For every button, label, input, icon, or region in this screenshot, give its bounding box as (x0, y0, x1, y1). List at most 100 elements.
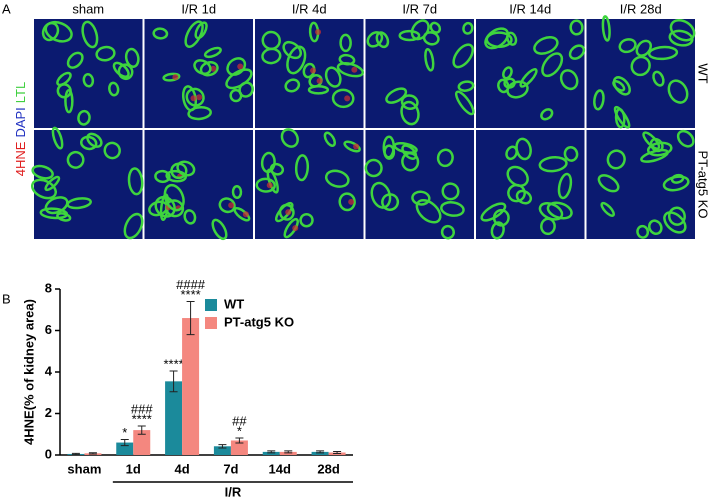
tubule (462, 21, 474, 35)
micrograph (476, 19, 585, 128)
stain-name: DAPI (13, 107, 28, 137)
hne-spot (196, 94, 203, 101)
x-tick-label: 7d (223, 461, 238, 476)
tubule (324, 66, 342, 88)
row-label: WT (696, 63, 708, 83)
tubule (51, 126, 64, 150)
tubule (635, 39, 653, 57)
tubule (636, 224, 650, 239)
tubule (668, 29, 694, 47)
tubule (503, 77, 516, 89)
tubule (600, 201, 615, 217)
bar (279, 451, 297, 455)
tubule (194, 21, 208, 40)
tubule (618, 38, 637, 54)
tubule (440, 224, 455, 240)
tubule (154, 169, 171, 184)
legend-swatch (205, 317, 217, 329)
tubule (339, 33, 352, 53)
row-label: PT-atg5 KO (696, 151, 708, 219)
tubule (652, 70, 665, 87)
tubule (385, 87, 408, 104)
y-tick-label: 0 (45, 446, 52, 461)
tubule (56, 212, 72, 222)
tubule (533, 35, 559, 55)
tubule (398, 29, 421, 42)
error-bar (169, 370, 178, 393)
x-tick-label: 28d (317, 461, 339, 476)
tubule (507, 183, 526, 203)
tubule (667, 206, 686, 226)
tubule (452, 43, 475, 69)
error-bar (120, 438, 129, 447)
tubule (44, 175, 61, 192)
tubule (484, 27, 510, 50)
hne-spot (190, 95, 197, 102)
tubule (538, 156, 568, 173)
tubule (540, 108, 554, 121)
tubule (502, 66, 513, 80)
tubule (30, 178, 57, 200)
tubule (519, 68, 538, 88)
tubule (538, 202, 564, 221)
tubule (261, 47, 282, 65)
micrograph (586, 19, 695, 128)
tubule (323, 131, 337, 147)
tubule (203, 46, 222, 59)
tubule (193, 59, 212, 76)
bar (262, 451, 280, 455)
legend-label: WT (224, 296, 244, 311)
tubule (415, 198, 442, 224)
tubule (640, 148, 669, 163)
tubule (64, 89, 74, 114)
tubule (563, 146, 579, 162)
stain-name: LTL (13, 82, 28, 103)
tubule (299, 213, 314, 228)
x-tick-label: sham (67, 461, 101, 476)
micrograph (144, 130, 253, 239)
tubule (56, 71, 72, 87)
tubule (506, 31, 518, 46)
tubule (282, 40, 303, 60)
panel-letter: A (2, 1, 11, 16)
tubule (454, 90, 475, 116)
tubule (647, 45, 679, 61)
tubule (411, 190, 431, 206)
tubule (424, 47, 435, 72)
significance: * (237, 423, 242, 438)
stain-name: 4HNE (13, 141, 28, 176)
tubule (370, 181, 392, 209)
bar (165, 381, 183, 455)
significance: **** (132, 411, 152, 426)
error-bar (235, 437, 244, 444)
column-header: I/R 28d (620, 1, 662, 16)
tubule (284, 78, 301, 93)
tubule (112, 61, 130, 79)
tubule (441, 182, 460, 201)
tubule (183, 209, 197, 225)
tubule (187, 106, 212, 121)
hne-spot (315, 28, 322, 35)
hne-spot (292, 225, 299, 232)
tubule (546, 201, 573, 220)
tubule (269, 162, 285, 176)
tubule (66, 51, 84, 69)
tubule (338, 192, 356, 212)
tubule (541, 52, 564, 78)
column-header: sham (72, 1, 104, 16)
x-tick-label: 4d (174, 461, 189, 476)
significance: **** (163, 356, 183, 371)
column-header: I/R 7d (402, 1, 437, 16)
error-bar (284, 450, 293, 454)
hne-spot (210, 65, 217, 72)
error-bar (88, 452, 97, 455)
tubule (593, 89, 605, 111)
tubule (108, 81, 120, 97)
tubule (669, 18, 696, 42)
significance: **** (180, 287, 200, 302)
tubule (606, 149, 626, 170)
column-header: I/R 1d (181, 1, 216, 16)
y-tick-label: 8 (45, 280, 52, 295)
tubule (294, 154, 310, 182)
